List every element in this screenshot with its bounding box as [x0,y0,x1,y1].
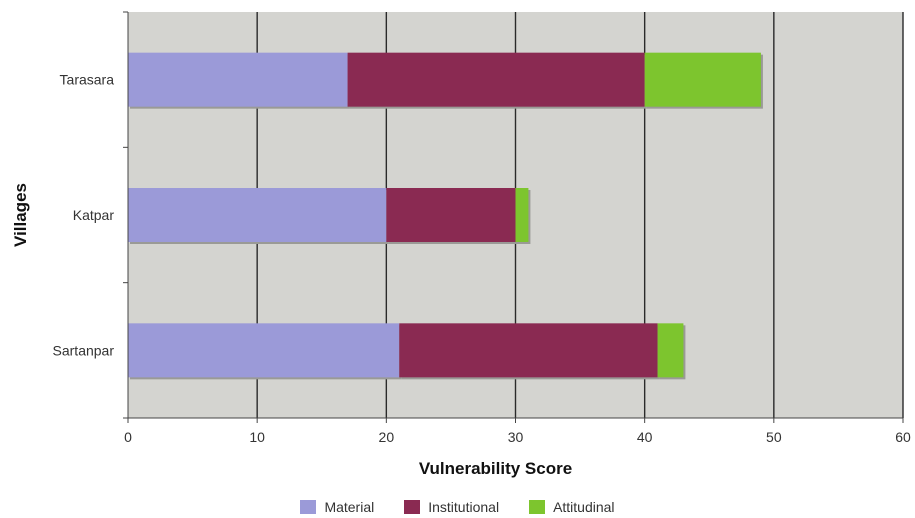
x-tick-label: 50 [766,429,782,445]
legend-item-institutional: Institutional [404,499,499,515]
y-axis-title: Villages [11,183,30,247]
x-tick-label: 20 [379,429,395,445]
category-label: Tarasara [60,72,115,88]
legend-swatch [300,500,317,514]
bar-institutional-tarasara [347,52,645,107]
category-label: Katpar [73,207,115,223]
x-tick-label: 30 [508,429,524,445]
legend-swatch [529,500,546,514]
legend-label: Material [324,499,375,515]
bar-institutional-sartanpar [399,323,658,378]
category-label: Sartanpar [53,342,115,358]
x-tick-label: 10 [249,429,265,445]
tick-labels: 0 10 20 30 40 50 60 [124,429,911,445]
axes [123,11,904,423]
bar-material-katpar [128,188,387,242]
legend-item-material: Material [300,499,374,515]
legend-swatch [404,500,421,514]
x-axis-title: Vulnerability Score [419,459,572,478]
bar-attitudinal-sartanpar [657,323,684,378]
legend-item-attitudinal: Attitudinal [529,499,615,515]
legend-label: Attitudinal [553,499,615,515]
bars [128,52,763,380]
bar-attitudinal-katpar [515,188,529,242]
category-labels: Tarasara Katpar Sartanpar [53,72,115,359]
x-tick-label: 40 [637,429,653,445]
x-tick-label: 0 [124,429,132,445]
bar-institutional-katpar [386,188,516,242]
bar-material-sartanpar [128,323,400,378]
legend-label: Institutional [428,499,500,515]
bar-material-tarasara [128,52,348,107]
legend: Material Institutional Attitudinal [0,496,915,518]
x-tick-label: 60 [895,429,911,445]
bar-attitudinal-tarasara [644,52,761,107]
